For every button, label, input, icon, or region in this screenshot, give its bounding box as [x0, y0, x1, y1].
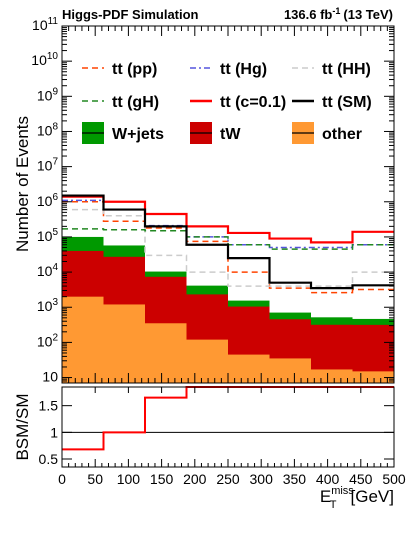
y-tick-label: 107 — [37, 157, 59, 174]
x-tick-label: 500 — [382, 471, 406, 487]
y-tick-label: 106 — [37, 192, 59, 209]
bar-other — [62, 296, 104, 383]
x-tick-label: 400 — [316, 471, 340, 487]
x-tick-label: 0 — [58, 471, 66, 487]
stack-histograms — [62, 236, 394, 383]
lumi-value: 136.6 fb — [284, 7, 332, 22]
ratio-plot-frame — [61, 386, 395, 468]
bar-other — [145, 323, 187, 383]
legend-label-tt-c-0-1: tt (c=0.1) — [220, 94, 286, 111]
y-tick-label: 108 — [37, 121, 59, 138]
ratio-y-tick-label: 0.5 — [39, 451, 59, 467]
y-tick-label: 102 — [37, 332, 59, 349]
y-tick-label: 104 — [37, 262, 59, 279]
x-tick-label: 100 — [117, 471, 141, 487]
x-tick-label: 350 — [283, 471, 307, 487]
ratio-axis-ticks: 0.5 1 1.5 — [39, 387, 395, 467]
line-tt-sm — [62, 194, 394, 290]
x-tick-label: 450 — [349, 471, 373, 487]
energy-label: (13 TeV) — [343, 7, 393, 22]
x-label-main: E — [320, 487, 331, 506]
legend-label-other: other — [322, 126, 362, 143]
bar-other — [186, 339, 228, 383]
legend-label-tw: tW — [220, 126, 241, 143]
lumi-exponent: -1 — [332, 6, 340, 16]
overlay-lines — [62, 194, 394, 294]
y-tick-label: 103 — [37, 297, 59, 314]
ratio-y-tick-label: 1.5 — [39, 398, 59, 414]
bar-other — [311, 369, 353, 383]
ratio-series — [62, 386, 394, 451]
ratio-y-axis-label: BSM/SM — [13, 393, 32, 460]
x-tick-label: 300 — [250, 471, 274, 487]
x-axis-tick-labels: 0 50 100 150 200 250 300 350 400 450 500 — [58, 471, 406, 487]
main-axis-ticks: 10 102 103 104 105 106 107 108 109 1010 1011 — [31, 16, 395, 385]
main-plot-panel: 10 102 103 104 105 106 107 108 109 1010 1011 tt (p… — [13, 16, 395, 385]
y-axis-label: Number of Events — [13, 116, 32, 252]
x-tick-label: 250 — [216, 471, 240, 487]
legend: tt (pp) tt (Hg) tt (HH) tt (gH) tt (c=0.1) tt… — [82, 61, 372, 144]
x-tick-label: 150 — [150, 471, 174, 487]
legend-label-tt-hg: tt (Hg) — [220, 61, 267, 78]
legend-label-tt-pp: tt (pp) — [112, 61, 157, 78]
x-tick-label: 50 — [87, 471, 103, 487]
line-tt-hg — [62, 199, 394, 249]
x-label-unit: [GeV] — [351, 487, 394, 506]
y-tick-label: 10 — [42, 369, 58, 385]
legend-label-tt-gh: tt (gH) — [112, 94, 159, 111]
ratio-y-tick-label: 1 — [50, 424, 58, 440]
line-tt-hh — [62, 208, 394, 287]
bar-other — [269, 358, 311, 383]
legend-label-w-jets: W+jets — [112, 126, 164, 143]
x-axis-label: Emiss T [GeV] — [320, 485, 394, 511]
legend-label-tt-sm: tt (SM) — [322, 94, 372, 111]
legend-label-tt-hh: tt (HH) — [322, 61, 371, 78]
y-tick-label: 1011 — [32, 16, 58, 33]
bar-other — [103, 304, 145, 383]
x-label-sup: miss — [331, 485, 354, 497]
ratio-plot-panel: 0.5 1 1.5 BSM/SM — [13, 386, 395, 468]
ratio-line — [62, 386, 394, 451]
line-tt-gh — [62, 228, 394, 250]
bar-other — [352, 371, 394, 383]
header-title: Higgs-PDF Simulation — [62, 7, 199, 22]
y-tick-label: 105 — [37, 227, 59, 244]
header-lumi: 136.6 fb-1 (13 TeV) — [284, 6, 393, 22]
x-label-sub: T — [330, 499, 337, 511]
x-tick-label: 200 — [183, 471, 207, 487]
line-tt-c-0-1 — [62, 195, 394, 244]
y-tick-label: 1010 — [31, 51, 58, 68]
y-tick-label: 109 — [37, 86, 59, 103]
